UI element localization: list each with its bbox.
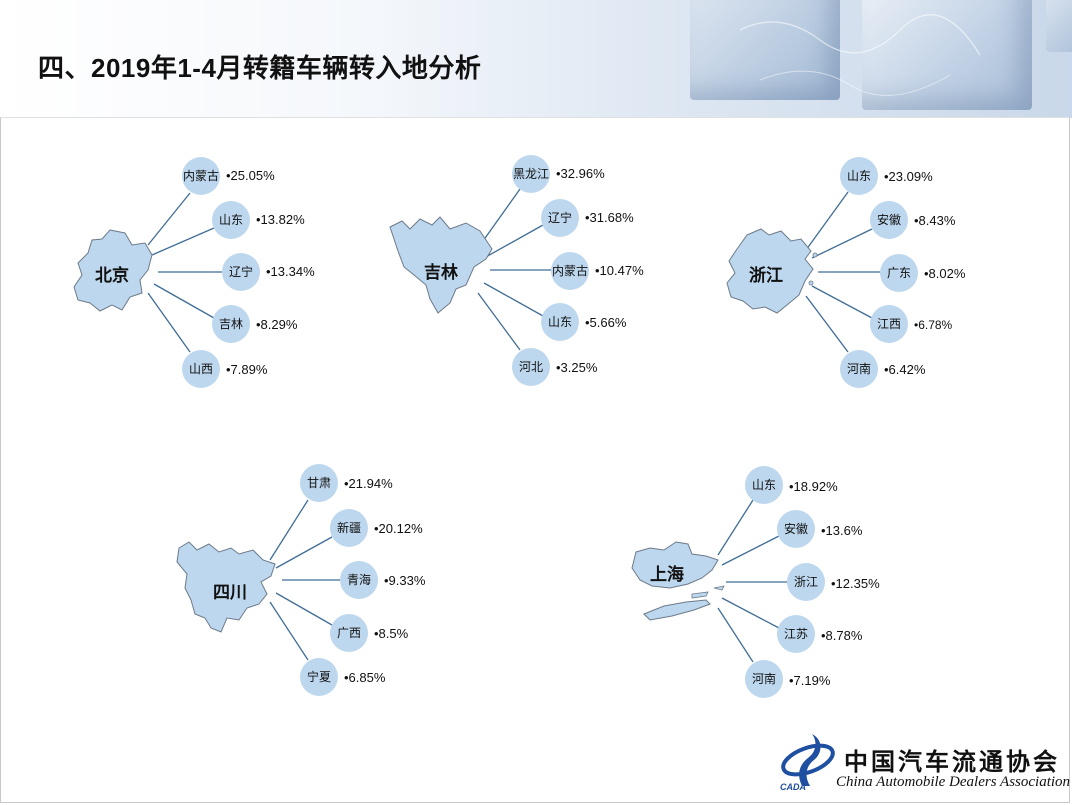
value-label: •9.33%	[384, 573, 426, 588]
decorative-cube	[690, 0, 840, 100]
connector-line	[275, 592, 333, 626]
connector-line	[151, 227, 215, 256]
region-label: 四川	[213, 583, 247, 602]
connector-line	[275, 536, 333, 569]
node-anhui: 安徽	[777, 510, 815, 548]
node-jilin: 吉林	[212, 305, 250, 343]
node-shandong: 山东	[212, 201, 250, 239]
connector-line	[269, 499, 309, 561]
value-label: •12.35%	[831, 576, 880, 591]
node-liaoning: 辽宁	[541, 199, 579, 237]
region-label: 上海	[650, 565, 684, 584]
value-label: •5.66%	[585, 315, 627, 330]
value-label: •8.43%	[914, 213, 956, 228]
value-label: •7.19%	[789, 673, 831, 688]
node-neimenggu: 内蒙古	[551, 252, 589, 290]
decorative-cube	[1046, 0, 1072, 52]
beijing-map-shape	[73, 229, 153, 312]
value-label: •20.12%	[374, 521, 423, 536]
value-label: •23.09%	[884, 169, 933, 184]
cada-logo: CADA 中国汽车流通协会 China Automobile Dealers A…	[778, 730, 1071, 800]
value-label: •8.29%	[256, 317, 298, 332]
region-label: 北京	[95, 266, 129, 285]
node-heilongjiang: 黑龙江	[512, 155, 550, 193]
node-shandong: 山东	[745, 466, 783, 504]
region-sichuan: 四川	[175, 538, 280, 636]
node-qinghai: 青海	[340, 561, 378, 599]
connector-line	[147, 292, 191, 353]
value-label: •10.47%	[595, 263, 644, 278]
logo-chinese-name: 中国汽车流通协会	[844, 747, 1060, 776]
node-guangxi: 广西	[330, 614, 368, 652]
logo-abbreviation: CADA	[780, 782, 806, 792]
connector-line	[153, 283, 215, 319]
connector-line	[147, 192, 191, 246]
node-shandong: 山东	[541, 303, 579, 341]
node-ningxia: 宁夏	[300, 658, 338, 696]
value-label: •8.02%	[924, 266, 966, 281]
node-shanxi: 山西	[182, 350, 220, 388]
connector-line	[269, 601, 309, 661]
value-label: •6.78%	[914, 318, 953, 332]
decorative-cube	[862, 0, 1032, 110]
zhejiang-map-shape	[726, 228, 818, 314]
value-label: •32.96%	[556, 166, 605, 181]
jilin-map-shape	[389, 216, 493, 314]
node-henan: 河南	[745, 660, 783, 698]
node-xinjiang: 新疆	[330, 509, 368, 547]
connector-line	[721, 535, 780, 566]
node-neimenggu: 内蒙古	[182, 157, 220, 195]
node-shandong: 山东	[840, 157, 878, 195]
value-label: •6.85%	[344, 670, 386, 685]
value-label: •25.05%	[226, 168, 275, 183]
connector-line	[805, 295, 849, 353]
connector-line	[811, 285, 873, 319]
cada-emblem-icon	[781, 734, 835, 786]
node-hebei: 河北	[512, 348, 550, 386]
logo-english-name: China Automobile Dealers Association	[836, 774, 1071, 790]
value-label: •13.82%	[256, 212, 305, 227]
value-label: •18.92%	[789, 479, 838, 494]
connector-line	[717, 499, 754, 556]
connector-line	[483, 224, 544, 259]
value-label: •7.89%	[226, 362, 268, 377]
node-liaoning: 辽宁	[222, 253, 260, 291]
value-label: •13.6%	[821, 523, 863, 538]
node-jiangsu: 江苏	[777, 615, 815, 653]
value-label: •13.34%	[266, 264, 315, 279]
decorative-map-lines	[739, 14, 981, 96]
value-label: •3.25%	[556, 360, 598, 375]
region-jilin: 吉林	[388, 215, 498, 315]
value-label: •31.68%	[585, 210, 634, 225]
connector-line	[483, 282, 544, 317]
region-shanghai: 上海	[630, 538, 735, 628]
region-label: 吉林	[424, 263, 458, 282]
node-anhui: 安徽	[870, 201, 908, 239]
region-beijing: 北京	[70, 225, 160, 315]
header-banner	[0, 0, 1072, 118]
shanghai-map-shape	[631, 541, 725, 621]
node-zhejiang: 浙江	[787, 563, 825, 601]
region-label: 浙江	[749, 266, 783, 285]
node-jiangxi: 江西	[870, 305, 908, 343]
content-frame	[0, 117, 1070, 803]
connector-line	[721, 597, 780, 629]
connector-line	[805, 191, 849, 251]
connector-line	[811, 228, 873, 259]
connector-line	[477, 292, 521, 351]
connector-line	[717, 607, 754, 663]
region-zhejiang: 浙江	[725, 225, 820, 315]
node-gansu: 甘肃	[300, 464, 338, 502]
value-label: •6.42%	[884, 362, 926, 377]
value-label: •21.94%	[344, 476, 393, 491]
sichuan-map-shape	[176, 541, 276, 633]
value-label: •8.78%	[821, 628, 863, 643]
value-label: •8.5%	[374, 626, 409, 641]
node-henan: 河南	[840, 350, 878, 388]
node-guangdong: 广东	[880, 254, 918, 292]
page-title: 四、2019年1-4月转籍车辆转入地分析	[38, 53, 482, 83]
